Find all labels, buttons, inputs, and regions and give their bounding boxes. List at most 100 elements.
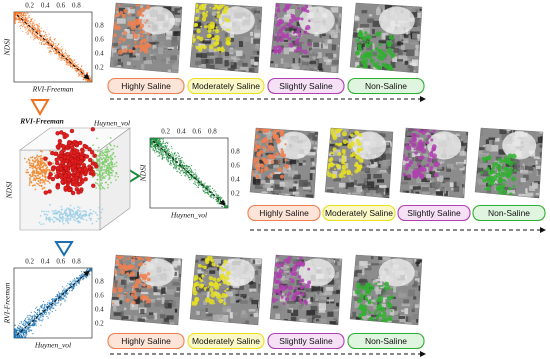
- map-texture: [427, 178, 436, 180]
- class-pixel: [118, 4, 121, 7]
- scatter-dot: [190, 176, 191, 177]
- map-texture: [466, 184, 470, 191]
- scatter-dot: [78, 278, 79, 279]
- scatter-dot: [49, 39, 50, 40]
- map-texture: [391, 168, 395, 171]
- class-pixel: [214, 7, 217, 10]
- scatter-dot: [163, 152, 164, 153]
- scatter-dot: [44, 35, 45, 36]
- top-tick-label: 0.4: [41, 258, 50, 266]
- class-pixel: [514, 169, 517, 172]
- scatter-dot: [184, 163, 185, 164]
- scatter-dot: [20, 334, 21, 335]
- scatter-dot: [214, 190, 215, 191]
- scatter-dot: [51, 306, 52, 307]
- class-pixel: [486, 186, 491, 191]
- scatter-dot: [152, 138, 153, 139]
- map-texture: [419, 39, 426, 44]
- map-texture: [536, 166, 543, 169]
- triangle-blue: [56, 242, 72, 255]
- class-pixel: [130, 21, 135, 26]
- map-texture: [540, 145, 546, 148]
- scatter-dot: [162, 156, 163, 157]
- map-texture: [118, 322, 121, 328]
- scatter-dot: [43, 308, 44, 309]
- map-texture: [526, 193, 533, 200]
- class-pixel: [326, 133, 329, 136]
- scatter-dot: [63, 298, 64, 299]
- scatter-dot: [154, 138, 155, 139]
- scatter-dot: [154, 150, 155, 151]
- scatter-dot: [156, 140, 157, 141]
- scatter-dot: [64, 55, 65, 56]
- scatter-dot: [163, 138, 164, 139]
- map-texture: [260, 36, 265, 39]
- scatter-dot: [62, 52, 63, 53]
- scatter-dot: [81, 275, 82, 276]
- map-texture: [464, 160, 472, 164]
- map-texture: [176, 60, 181, 65]
- scatter-dot: [70, 281, 71, 282]
- class-pixel: [273, 172, 276, 175]
- class-pixel: [268, 175, 272, 179]
- scatter-dot: [23, 25, 24, 26]
- map-texture: [310, 170, 319, 174]
- scatter-dot: [87, 75, 88, 76]
- top-tick-label: 0.6: [56, 258, 65, 266]
- map-texture: [295, 71, 297, 75]
- class-pixel: [196, 46, 200, 50]
- map-texture: [291, 64, 298, 67]
- class-pixel: [504, 158, 509, 163]
- class-pixel: [366, 34, 371, 39]
- scatter-dot: [78, 277, 79, 278]
- scatter-dot: [28, 20, 29, 21]
- map-texture: [322, 33, 326, 36]
- scatter-dot: [15, 333, 16, 334]
- map-texture: [420, 61, 422, 63]
- class-pixel: [342, 155, 345, 158]
- class-pixel: [421, 145, 425, 149]
- map-texture: [116, 70, 122, 77]
- scatter-dot: [28, 33, 29, 34]
- scatter-dot: [212, 188, 213, 189]
- class-pixel: [426, 164, 429, 167]
- right-tick-label: 0.2: [231, 190, 240, 198]
- class-pixel: [257, 161, 259, 163]
- scatter-dot: [87, 275, 88, 276]
- class-pixel: [350, 133, 354, 137]
- scatter-dot: [40, 34, 41, 35]
- scatter-dot: [18, 335, 19, 336]
- class-pixel: [386, 41, 388, 43]
- class-pixel: [142, 258, 144, 260]
- scatter-dot: [76, 65, 77, 66]
- scatter-dot: [29, 327, 30, 328]
- scatter-dot: [215, 197, 216, 198]
- class-pixel: [109, 19, 112, 22]
- scatter-dot: [50, 306, 51, 307]
- scatter-dot: [190, 168, 191, 169]
- scatter-dot: [19, 330, 20, 331]
- scatter-dot: [75, 282, 76, 283]
- class-pixel: [215, 29, 219, 33]
- class-pixel: [141, 19, 143, 21]
- map-texture: [316, 176, 319, 180]
- scatter-dot: [25, 333, 26, 334]
- class-pixel: [277, 32, 280, 35]
- scatter-dot: [74, 281, 75, 282]
- scatter-dot: [70, 284, 71, 285]
- scatter-dot: [191, 165, 192, 166]
- scatter-dot: [29, 29, 30, 30]
- class-pixel: [303, 50, 308, 55]
- class-pixel: [357, 165, 360, 168]
- map-texture: [260, 184, 264, 186]
- scatter-dot: [177, 152, 178, 153]
- scatter-dot: [20, 15, 21, 16]
- scatter-dot: [67, 55, 68, 56]
- scatter-dot: [14, 17, 15, 18]
- class-pixel: [369, 52, 373, 56]
- map-texture: [540, 152, 547, 158]
- scatter-dot: [23, 324, 24, 325]
- scatter-dot: [45, 314, 46, 315]
- scatter-dot: [14, 335, 15, 336]
